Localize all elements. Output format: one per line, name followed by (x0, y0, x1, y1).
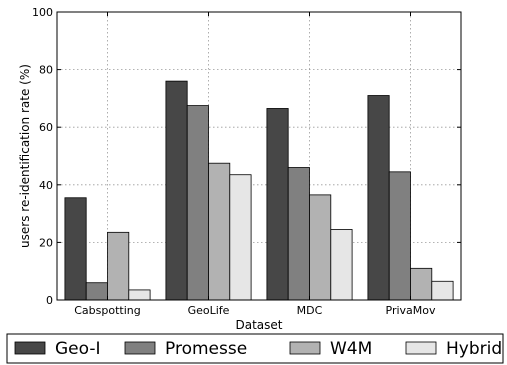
bars (64, 80, 454, 301)
legend-swatch-geo-i (14, 341, 46, 355)
x-tick-label: Cabspotting (74, 304, 140, 317)
bar-promesse-geolife (186, 105, 209, 301)
y-tick-label: 60 (39, 121, 53, 134)
y-tick-label: 0 (46, 294, 53, 307)
bar-geo-i-mdc (266, 108, 289, 301)
y-tick-label: 20 (39, 236, 53, 249)
y-axis-label: users re-identification rate (%) (18, 64, 32, 248)
bar-w4m-mdc (309, 194, 332, 301)
y-tick-label: 40 (39, 179, 53, 192)
bar-geo-i-cabspotting (64, 197, 87, 301)
bar-hybrid-geolife (229, 174, 252, 301)
legend-swatch-promesse (124, 341, 156, 355)
legend-label-promesse: Promesse (165, 339, 247, 359)
bar-w4m-privamov (410, 267, 433, 301)
bar-geo-i-privamov (367, 95, 390, 301)
bar-hybrid-cabspotting (128, 289, 151, 301)
y-tick-label: 80 (39, 64, 53, 77)
bar-hybrid-mdc (330, 229, 353, 301)
bar-geo-i-geolife (165, 80, 188, 301)
x-tick-label: GeoLife (188, 304, 230, 317)
plot-frame (56, 11, 462, 301)
x-axis-label: Dataset (236, 318, 283, 332)
x-axis-ticks: Cabspotting GeoLife MDC PrivaMov (74, 12, 436, 317)
legend-label-geo-i: Geo-I (55, 339, 101, 359)
legend: Geo-I Promesse W4M Hybrid (6, 333, 504, 364)
legend-label-hybrid: Hybrid (446, 339, 502, 359)
legend-label-w4m: W4M (330, 339, 372, 359)
x-tick-label: MDC (297, 304, 323, 317)
x-tick-label: PrivaMov (386, 304, 436, 317)
bar-w4m-cabspotting (107, 231, 130, 301)
legend-swatch-w4m (289, 341, 321, 355)
bar-hybrid-privamov (431, 280, 454, 301)
legend-swatch-hybrid (405, 341, 437, 355)
bar-promesse-cabspotting (85, 282, 108, 301)
y-axis-ticks: 0 20 40 60 80 100 (32, 6, 461, 307)
bar-w4m-geolife (208, 162, 231, 301)
bar-promesse-privamov (388, 171, 411, 301)
y-tick-label: 100 (32, 6, 53, 19)
bar-promesse-mdc (287, 167, 310, 301)
